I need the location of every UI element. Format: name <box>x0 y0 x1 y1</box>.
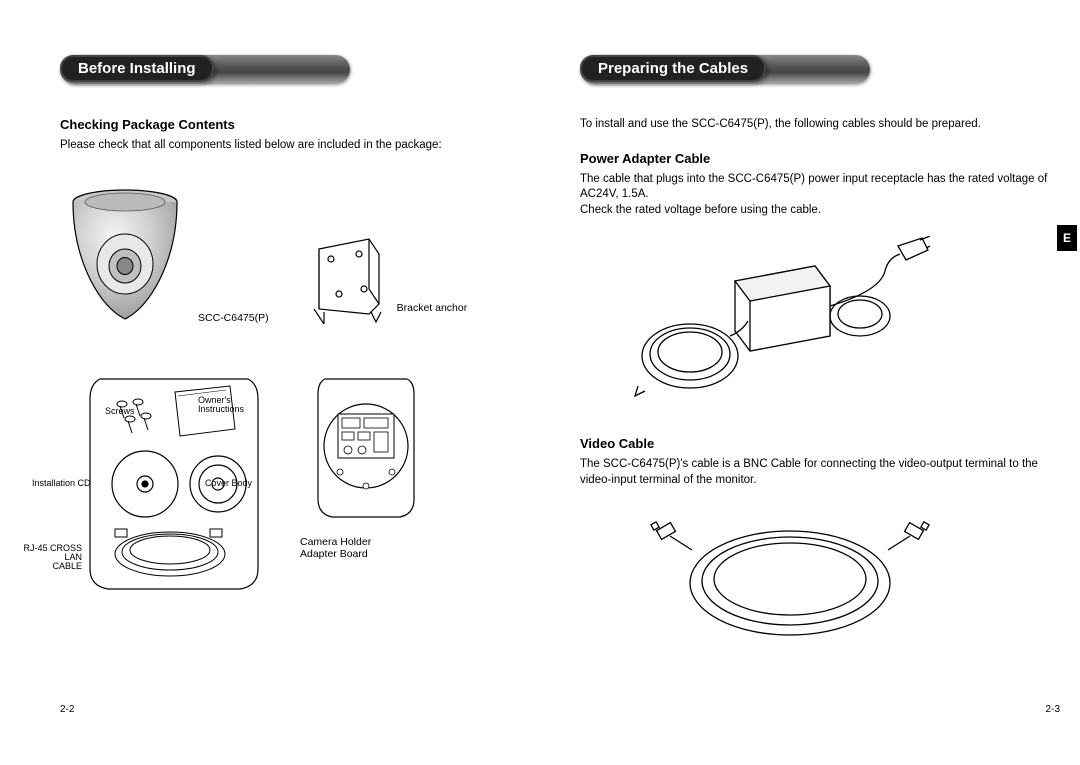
edge-tab-e: E <box>1057 225 1077 251</box>
power-adapter-illustration <box>630 236 930 406</box>
holder-group: Camera HolderAdapter Board <box>300 374 430 561</box>
section-header-left: Before Installing <box>60 55 350 84</box>
cd-label: Installation CD <box>32 478 91 488</box>
screws-label: Screws <box>105 406 135 416</box>
owners-label: Owner'sInstructions <box>198 396 244 414</box>
body-power: The cable that plugs into the SCC-C6475(… <box>580 172 1060 219</box>
pagenum-left: 2-2 <box>60 704 74 715</box>
bnc-cable-illustration <box>650 508 930 648</box>
illustrations-row2: Screws Owner'sInstructions Installation … <box>60 374 540 594</box>
header-text-right: Preparing the Cables <box>598 60 748 77</box>
subheading-video: Video Cable <box>580 436 1060 451</box>
intro-text: To install and use the SCC-C6475(P), the… <box>580 117 1060 133</box>
header-pill-front-r: Preparing the Cables <box>580 55 766 82</box>
bracket-label: Bracket anchor <box>397 302 468 314</box>
pagenum-right: 2-3 <box>1046 704 1060 715</box>
body-video: The SCC-C6475(P)'s cable is a BNC Cable … <box>580 457 1060 488</box>
header-text-left: Before Installing <box>78 60 196 77</box>
bnc-cable-group <box>650 508 1060 648</box>
bracket-anchor-illustration <box>309 234 389 324</box>
subheading-package: Checking Package Contents <box>60 117 540 132</box>
power-adapter-group <box>630 236 1060 406</box>
header-pill-front: Before Installing <box>60 55 214 82</box>
page-left: Before Installing Checking Package Conte… <box>60 55 540 715</box>
section-header-right: Preparing the Cables <box>580 55 870 84</box>
edge-tab-label: E <box>1063 231 1071 245</box>
camera-group: SCC-C6475(P) <box>60 184 269 324</box>
body-package: Please check that all components listed … <box>60 138 540 154</box>
page-right: Preparing the Cables To install and use … <box>580 55 1060 715</box>
holder-board-illustration <box>300 374 430 524</box>
illustrations-row1: SCC-C6475(P) Bracket anchor <box>60 184 540 324</box>
bracket-group: Bracket anchor <box>309 234 468 324</box>
holder-label: Camera HolderAdapter Board <box>300 536 371 561</box>
accessories-group: Screws Owner'sInstructions Installation … <box>60 374 280 594</box>
dome-camera-illustration <box>60 184 190 324</box>
camera-label: SCC-C6475(P) <box>198 312 269 324</box>
rj45-label: RJ-45 CROSS LANCABLE <box>22 544 82 571</box>
subheading-power: Power Adapter Cable <box>580 151 1060 166</box>
cover-label: Cover Body <box>205 478 252 488</box>
